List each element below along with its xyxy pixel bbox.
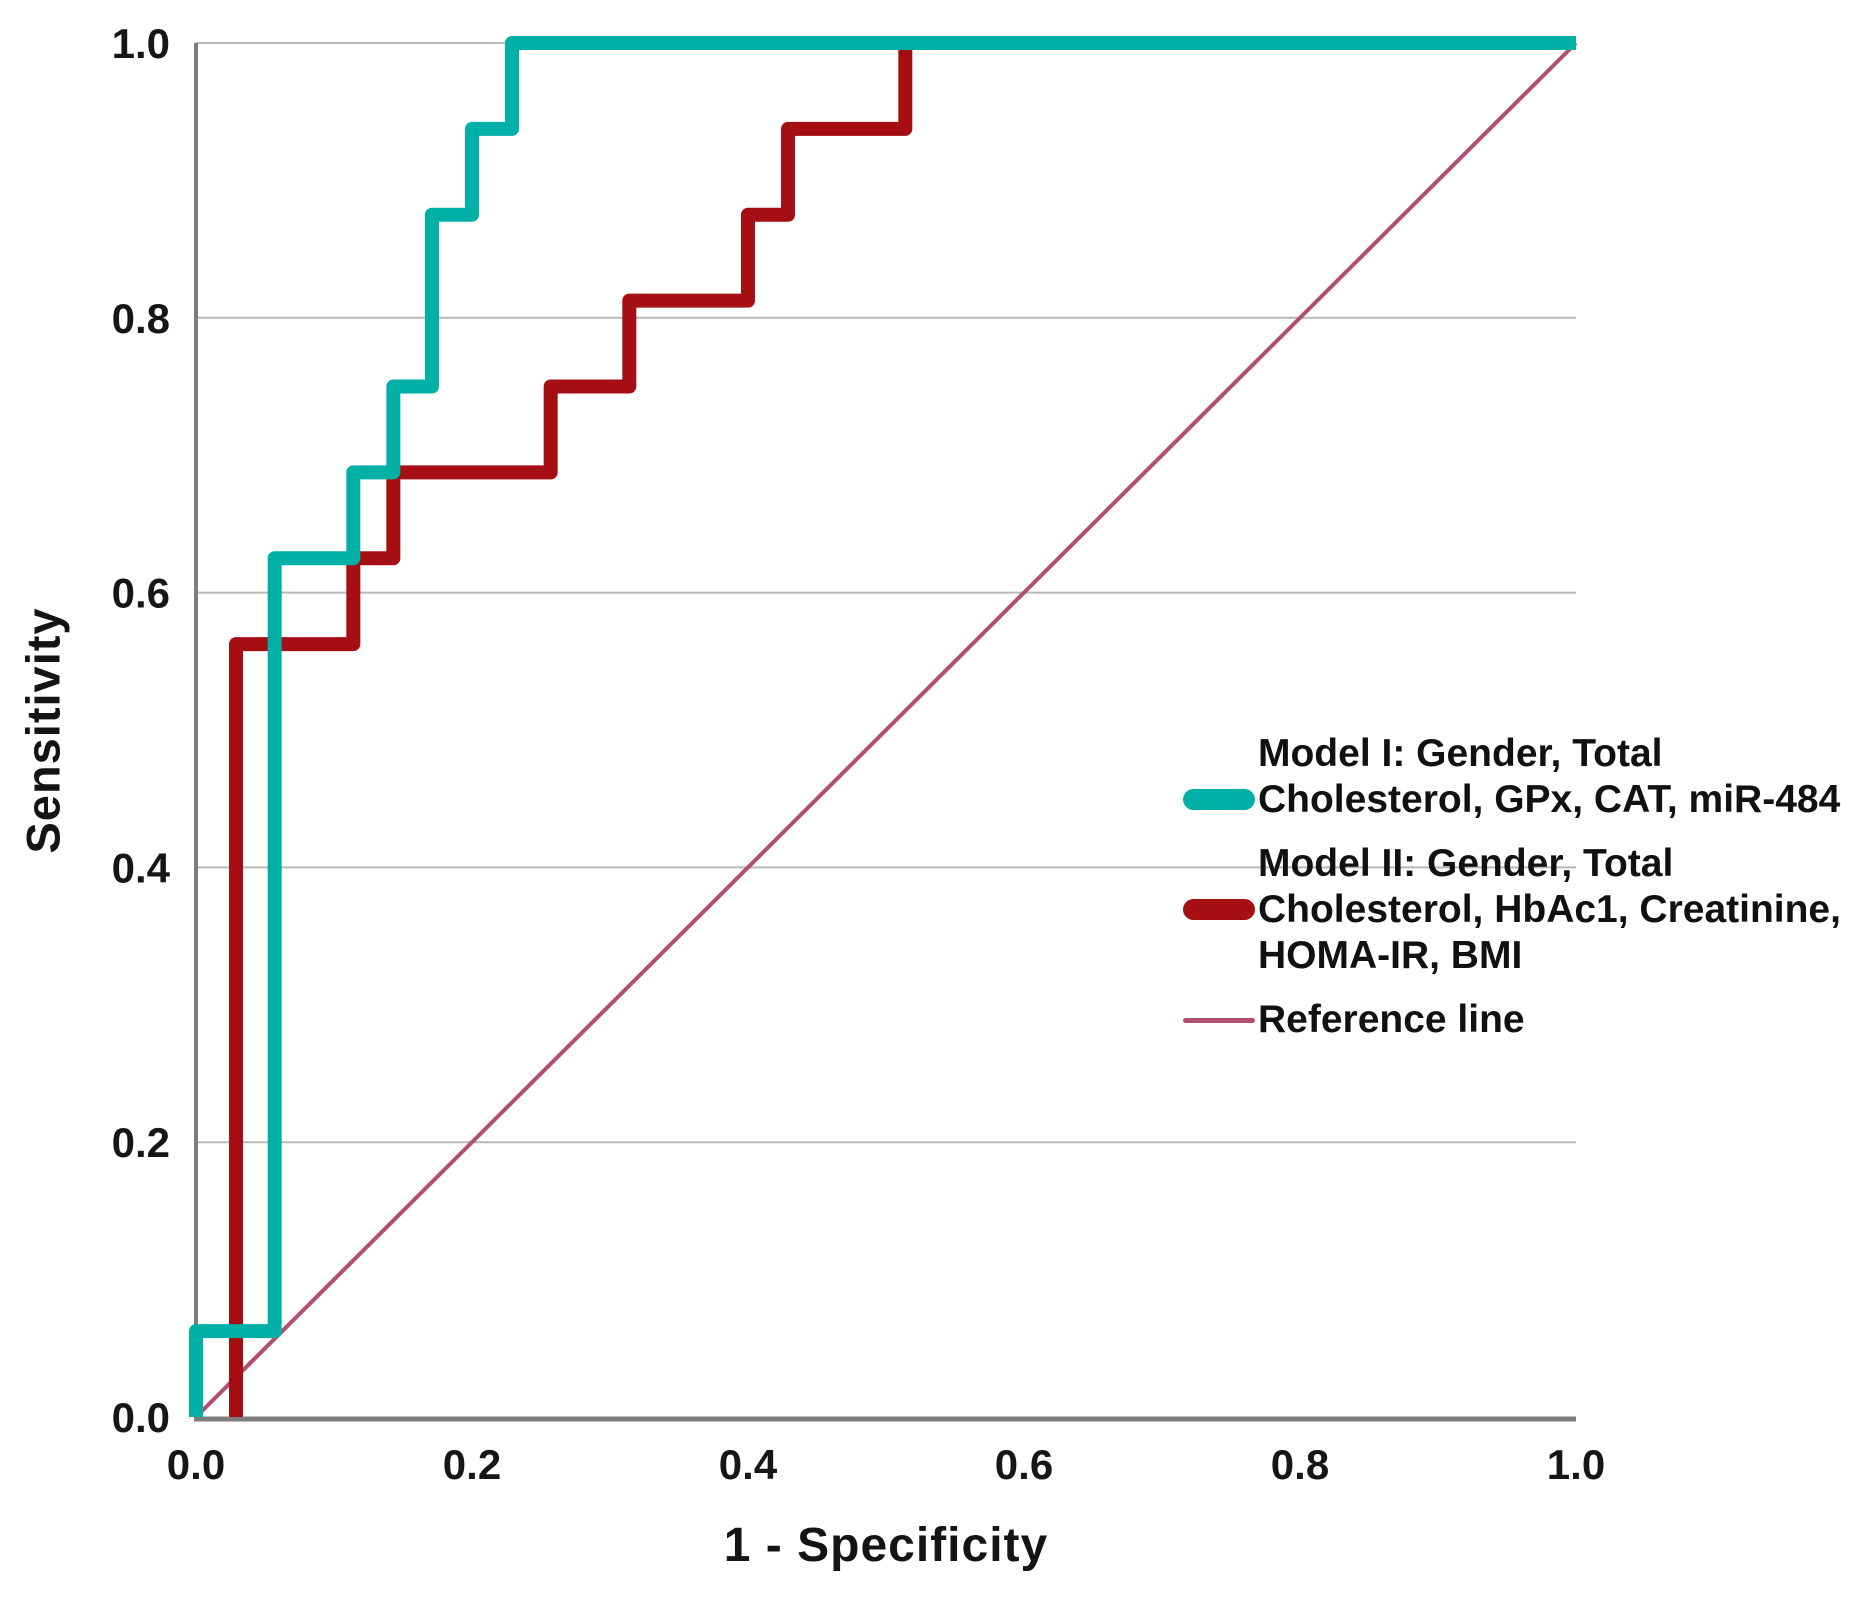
reference-line-swatch [1183,1018,1255,1023]
x-tick-label: 0.0 [167,1441,225,1488]
y-tick-label: 1.0 [112,20,170,67]
x-axis-title: 1 - Specificity [723,1519,1049,1572]
legend-label-reference: Reference line [1258,998,1525,1041]
roc-curve-1 [189,36,1576,1417]
reference-line [194,41,1578,1419]
model-1-line-swatch [1183,789,1255,810]
roc-curve-2 [229,36,1576,1417]
y-tick-label: 0.8 [112,295,170,342]
legend: Model I: Gender, Total Cholesterol, GPx,… [1183,731,1855,1061]
y-tick-label: 0.6 [112,570,170,617]
legend-swatch-col [1183,841,1258,979]
legend-entry-reference: Reference line [1183,997,1855,1043]
legend-entry-model-1: Model I: Gender, Total Cholesterol, GPx,… [1183,731,1855,823]
legend-entry-model-2: Model II: Gender, Total Cholesterol, HbA… [1183,841,1855,979]
y-tick-label: 0.0 [112,1394,170,1441]
x-tick-label: 0.4 [719,1441,778,1488]
legend-label-model-2: Model II: Gender, Total Cholesterol, HbA… [1258,842,1841,977]
model-2-line-swatch [1183,899,1255,920]
legend-swatch-col [1183,731,1258,823]
legend-label-model-1: Model I: Gender, Total Cholesterol, GPx,… [1258,732,1841,821]
legend-swatch-col [1183,997,1258,1043]
y-tick-label: 0.2 [112,1119,170,1166]
x-tick-label: 0.2 [443,1441,501,1488]
x-tick-label: 1.0 [1547,1441,1605,1488]
x-tick-label: 0.6 [995,1441,1053,1488]
x-tick-label: 0.8 [1271,1441,1329,1488]
y-tick-label: 0.4 [112,844,171,891]
